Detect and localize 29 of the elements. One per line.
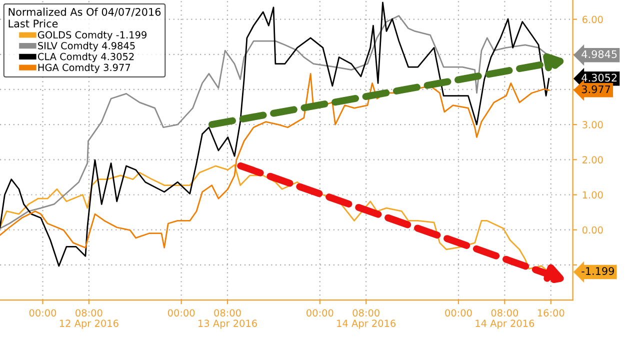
x-tick-label: 00:00 <box>306 309 334 317</box>
text: 12 Apr 2016 <box>60 320 118 329</box>
x-tick-label: 08:00 <box>352 309 380 317</box>
text: -1.199 <box>582 267 614 275</box>
text: 4.9845 <box>582 50 617 58</box>
x-tick-label: 00:00 <box>29 309 56 317</box>
text: 3.977 <box>582 85 610 94</box>
line-series <box>0 72 550 248</box>
x-tick-label: 16:00 <box>538 309 564 317</box>
y-tick-label: 6.00 <box>582 16 603 24</box>
legend-label: CLA Comdty 4.3052 <box>38 52 134 62</box>
y-tick-label: 2.00 <box>582 156 603 164</box>
text: 14 Apr 2016 <box>337 320 396 329</box>
x-tick-label: 08:00 <box>491 309 518 317</box>
legend-label: SILV Comdty 4.9845 <box>38 42 135 52</box>
legend-label: GOLDS Comdty -1.199 <box>38 30 146 40</box>
x-tick-label: 08:00 <box>76 309 102 317</box>
x-tick-label: 08:00 <box>214 309 241 317</box>
text: 14 Apr 2016 <box>476 320 534 329</box>
y-tick-label: 1.00 <box>582 191 603 199</box>
y-tick-label: 0.00 <box>582 226 603 234</box>
y-tick-label: 3.00 <box>582 121 603 128</box>
x-tick-label: 00:00 <box>168 309 195 317</box>
text: 4.3052 <box>582 74 617 82</box>
text: 13 Apr 2016 <box>198 320 257 329</box>
legend-title: Normalized As Of 04/07/2016 Last Price <box>8 8 161 28</box>
legend-label: HGA Comdty 3.977 <box>38 64 130 73</box>
line-series <box>0 2 550 267</box>
x-tick-label: 00:00 <box>445 309 472 317</box>
